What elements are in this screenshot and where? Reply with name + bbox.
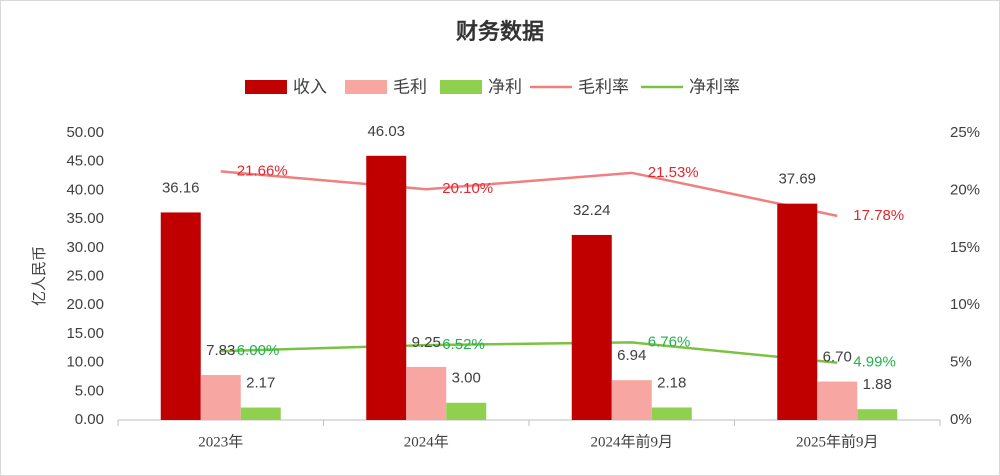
bar (200, 375, 241, 420)
legend-label: 毛利 (393, 77, 427, 96)
x-tick-label: 2024年前9月 (590, 433, 673, 450)
y-tick-label: 40.00 (66, 181, 104, 198)
bar (817, 381, 858, 420)
y-tick-label: 10.00 (66, 354, 104, 371)
line (220, 341, 838, 364)
legend-label: 毛利率 (578, 77, 629, 96)
bar (651, 407, 692, 420)
data-label: 7.83 (206, 342, 235, 359)
y-tick-label: 25.00 (66, 267, 104, 284)
y-tick-label: 5.00 (75, 382, 104, 399)
data-label: 46.03 (367, 123, 405, 140)
data-label: 1.88 (863, 376, 892, 393)
data-label: 20.10% (442, 180, 493, 197)
data-label: 6.70 (823, 349, 852, 366)
bar (611, 380, 652, 420)
data-label: 2.18 (657, 374, 686, 391)
data-label: 17.78% (853, 207, 904, 224)
data-label: 3.00 (452, 370, 481, 387)
data-label: 6.94 (617, 347, 646, 364)
y2-tick-label: 5% (950, 354, 972, 371)
data-label: 4.99% (853, 354, 896, 371)
legend-swatch (245, 80, 287, 94)
x-tick-label: 2025年前9月 (796, 433, 879, 450)
legend-swatch (440, 80, 482, 94)
legend-label: 净利 (488, 77, 522, 96)
y-tick-label: 50.00 (66, 124, 104, 141)
y-axis-label: 亿人民币 (31, 246, 48, 306)
data-label: 6.52% (442, 336, 485, 353)
x-tick-label: 2024年 (404, 433, 449, 450)
bar (571, 234, 612, 420)
y-tick-label: 15.00 (66, 325, 104, 342)
bar (857, 409, 898, 420)
data-label: 32.24 (573, 202, 611, 219)
data-label: 2.17 (246, 375, 275, 392)
y2-tick-label: 20% (950, 181, 980, 198)
y2-tick-label: 10% (950, 296, 980, 313)
y-tick-label: 45.00 (66, 153, 104, 170)
legend-swatch (345, 80, 387, 94)
y2-tick-label: 25% (950, 124, 980, 141)
y-tick-label: 0.00 (75, 411, 104, 428)
y-tick-label: 30.00 (66, 239, 104, 256)
data-label: 9.25 (412, 334, 441, 351)
bar (160, 212, 201, 420)
legend-label: 收入 (293, 77, 327, 96)
y-tick-label: 35.00 (66, 210, 104, 227)
y-tick-label: 20.00 (66, 296, 104, 313)
data-label: 6.76% (648, 333, 691, 350)
bar (446, 402, 487, 420)
y2-tick-label: 0% (950, 411, 972, 428)
line (220, 170, 838, 218)
legend-label: 净利率 (689, 77, 740, 96)
bar (777, 203, 818, 420)
bar (366, 155, 407, 421)
data-label: 37.69 (778, 171, 816, 188)
chart-title: 财务数据 (456, 19, 544, 44)
data-label: 21.66% (237, 162, 288, 179)
x-tick-label: 2023年 (198, 433, 243, 450)
bar (240, 407, 281, 420)
data-label: 21.53% (648, 164, 699, 181)
bar (406, 366, 447, 420)
data-label: 36.16 (162, 179, 200, 196)
data-label: 6.00% (237, 342, 280, 359)
y2-tick-label: 15% (950, 239, 980, 256)
